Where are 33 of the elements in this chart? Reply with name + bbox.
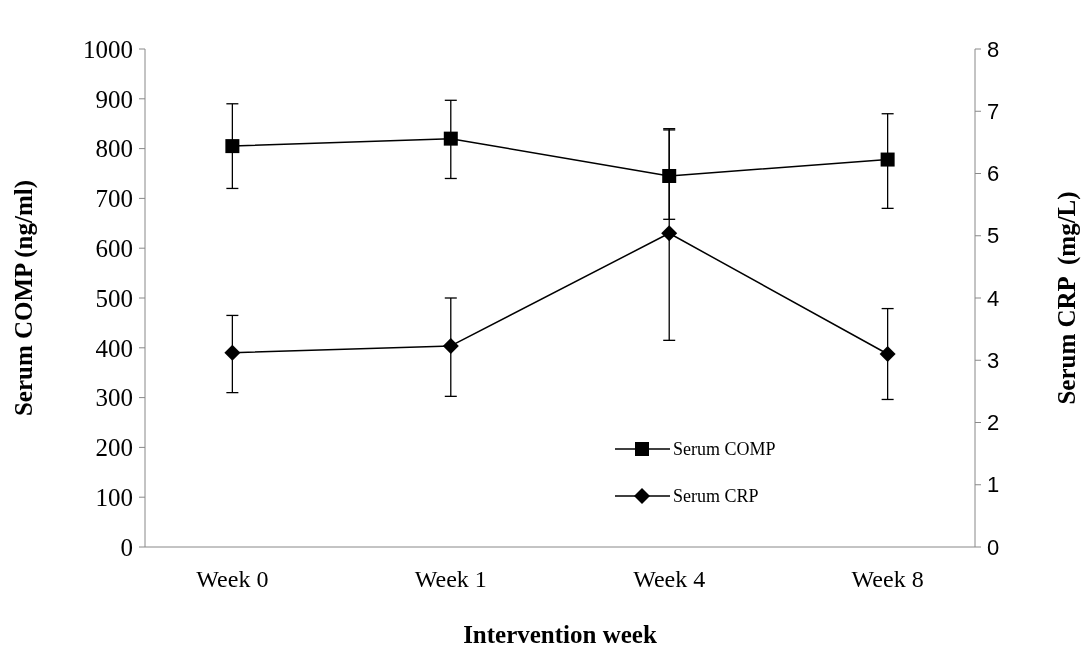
x-tick-label: Week 8 bbox=[851, 566, 924, 592]
y-tick-label: 200 bbox=[95, 434, 133, 462]
y2-tick-label: 7 bbox=[987, 98, 1000, 124]
legend-label: Serum CRP bbox=[673, 486, 759, 507]
y-tick-label: 1000 bbox=[83, 35, 133, 63]
point bbox=[442, 337, 459, 354]
legend-label: Serum COMP bbox=[673, 439, 776, 460]
point bbox=[224, 344, 241, 361]
y2-tick-label: 2 bbox=[987, 410, 1000, 436]
y2-axis-title: Serum CRP (mg/L) bbox=[1053, 191, 1081, 405]
point bbox=[879, 346, 896, 363]
y-tick-label: 300 bbox=[95, 384, 133, 412]
y-tick-label: 500 bbox=[95, 284, 133, 312]
y2-tick-label: 4 bbox=[987, 285, 1000, 311]
y-tick-label: 700 bbox=[95, 185, 133, 213]
y2-tick-label: 0 bbox=[987, 534, 1000, 560]
y-axis-title: Serum COMP (ng/ml) bbox=[10, 179, 38, 417]
y-tick-label: 900 bbox=[95, 85, 133, 113]
x-axis-title: Intervention week bbox=[463, 621, 657, 648]
y2-tick-label: 8 bbox=[987, 36, 1000, 62]
y-tick-label: 100 bbox=[95, 483, 133, 511]
y-tick-label: 600 bbox=[95, 234, 133, 262]
x-tick-label: Week 4 bbox=[633, 566, 706, 592]
y2-tick-label: 6 bbox=[987, 161, 1000, 187]
y2-tick-label: 3 bbox=[987, 347, 1000, 373]
y-tick-label: 0 bbox=[120, 533, 133, 561]
point bbox=[661, 225, 678, 242]
x-tick-label: Week 0 bbox=[196, 566, 269, 592]
y-tick-label: 400 bbox=[95, 334, 133, 362]
y2-tick-label: 5 bbox=[987, 223, 1000, 249]
y2-tick-label: 1 bbox=[987, 472, 1000, 498]
x-tick-label: Week 1 bbox=[414, 566, 487, 592]
y-tick-label: 800 bbox=[95, 135, 133, 163]
